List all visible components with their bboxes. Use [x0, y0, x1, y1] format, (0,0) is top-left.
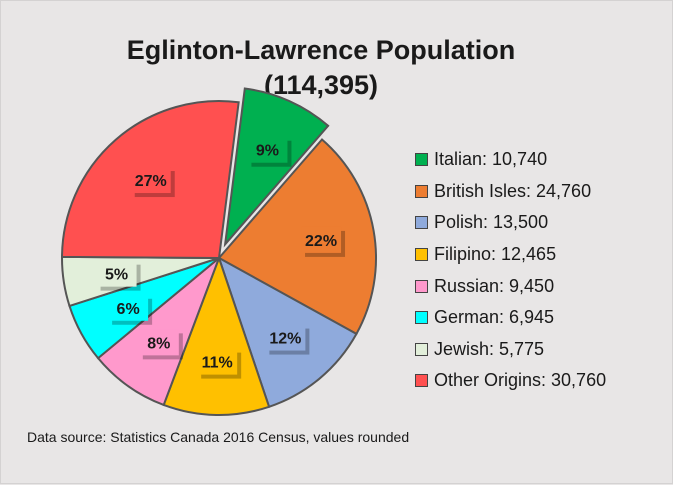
- pie-labels: 9% 22% 12% 11% 8% 6% 5% 27%: [96, 136, 346, 379]
- svg-text:6%: 6%: [117, 301, 140, 318]
- legend-item-german: German: 6,945: [415, 302, 606, 334]
- pie-label-jewish: 5%: [96, 260, 141, 291]
- legend-swatch: [415, 216, 428, 230]
- legend-item-filipino: Filipino: 12,465: [415, 239, 606, 271]
- svg-text:8%: 8%: [147, 335, 170, 352]
- chart-title: Eglinton-Lawrence Population (114,395): [61, 33, 581, 103]
- chart-subtitle: (114,395): [263, 70, 379, 100]
- legend-swatch: [415, 374, 428, 388]
- legend-item-other-origins: Other Origins: 30,760: [415, 365, 606, 397]
- legend-item-jewish: Jewish: 5,775: [415, 334, 606, 366]
- source-note: Data source: Statistics Canada 2016 Cens…: [27, 429, 410, 445]
- svg-text:5%: 5%: [105, 267, 128, 284]
- pie-label-polish: 12%: [265, 324, 310, 355]
- legend-swatch: [415, 184, 428, 198]
- pie-slice-filipino: [162, 255, 271, 416]
- pie-label-german: 6%: [108, 294, 153, 325]
- pie-label-other-origins: 27%: [130, 167, 175, 198]
- pie-label-russian: 8%: [138, 329, 183, 360]
- legend-label: British Isles: 24,760: [434, 180, 592, 201]
- pie-slice-british-isles: [217, 138, 377, 336]
- pie-label-filipino: 11%: [197, 348, 242, 379]
- svg-text:9%: 9%: [256, 143, 279, 160]
- pie-label-british-isles: 22%: [301, 226, 346, 257]
- legend-label: Filipino: 12,465: [434, 244, 557, 265]
- svg-text:12%: 12%: [269, 331, 301, 348]
- legend-swatch: [415, 279, 428, 293]
- legend-label: Polish: 13,500: [434, 212, 549, 233]
- legend-swatch: [415, 342, 428, 356]
- legend: Italian: 10,740 British Isles: 24,760 Poli…: [415, 144, 606, 397]
- svg-text:22%: 22%: [305, 233, 337, 250]
- legend-item-british-isles: British Isles: 24,760: [415, 176, 606, 208]
- legend-label: Italian: 10,740: [434, 149, 548, 170]
- pie-slice-italian: [223, 87, 330, 248]
- legend-item-polish: Polish: 13,500: [415, 207, 606, 239]
- legend-swatch: [415, 153, 428, 167]
- legend-label: German: 6,945: [434, 307, 555, 328]
- legend-label: Jewish: 5,775: [434, 338, 545, 359]
- svg-text:11%: 11%: [202, 355, 233, 372]
- legend-swatch: [415, 248, 428, 262]
- pie-label-italian: 9%: [247, 136, 292, 167]
- chart-title-line: Eglinton-Lawrence Population: [126, 35, 516, 65]
- legend-item-russian: Russian: 9,450: [415, 270, 606, 302]
- legend-swatch: [415, 311, 428, 325]
- legend-item-italian: Italian: 10,740: [415, 144, 606, 176]
- legend-label: Russian: 9,450: [434, 275, 555, 296]
- legend-label: Other Origins: 30,760: [434, 370, 607, 391]
- svg-text:27%: 27%: [135, 173, 167, 190]
